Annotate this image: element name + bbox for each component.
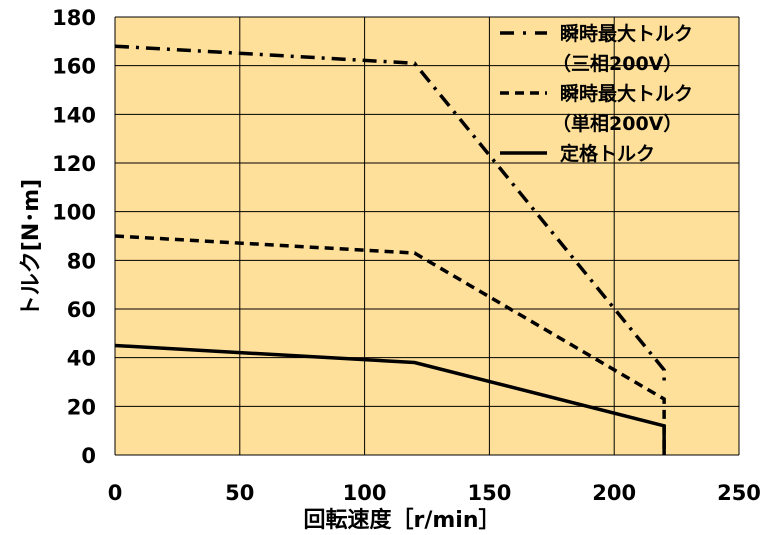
y-tick-label: 180 — [52, 6, 96, 30]
y-tick-label: 0 — [81, 444, 96, 468]
x-axis-title: 回転速度［r/min］ — [303, 507, 500, 533]
y-tick-labels: 0 20 40 60 80 100 120 140 160 180 — [52, 6, 96, 468]
y-tick-label: 120 — [52, 152, 96, 176]
y-tick-label: 140 — [52, 103, 96, 127]
x-tick-labels: 0 50 100 150 200 250 — [108, 481, 761, 505]
legend-label: 瞬時最大トルク — [560, 82, 693, 105]
grid — [114, 16, 740, 456]
legend: 瞬時最大トルク （三相200V） 瞬時最大トルク （単相200V） 定格トルク — [500, 22, 693, 165]
y-tick-label: 100 — [52, 201, 96, 225]
legend-label: （単相200V） — [552, 112, 682, 135]
series-lines — [114, 44, 666, 455]
y-tick-label: 160 — [52, 55, 96, 79]
y-tick-label: 40 — [67, 347, 96, 371]
series-line-3 — [114, 343, 666, 455]
x-tick-label: 50 — [225, 481, 254, 505]
legend-label: 瞬時最大トルク — [560, 22, 693, 45]
x-tick-label: 250 — [717, 481, 761, 505]
y-tick-label: 20 — [67, 395, 96, 419]
y-tick-label: 60 — [67, 298, 96, 322]
y-tick-label: 80 — [67, 249, 96, 273]
y-axis-title: トルク[N･m] — [19, 179, 44, 317]
legend-label: 定格トルク — [560, 142, 655, 165]
x-tick-label: 150 — [467, 481, 511, 505]
series-line-1 — [114, 44, 666, 385]
x-tick-label: 100 — [343, 481, 387, 505]
x-tick-label: 0 — [108, 481, 123, 505]
x-tick-label: 200 — [592, 481, 636, 505]
legend-label: （三相200V） — [552, 52, 682, 75]
